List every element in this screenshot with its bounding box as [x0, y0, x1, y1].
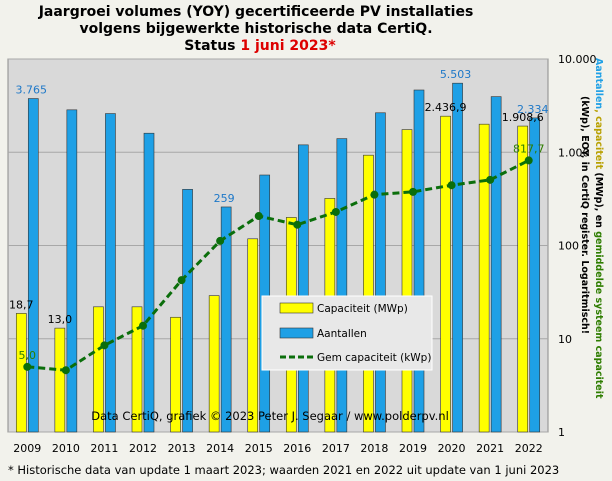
point-avg	[254, 212, 263, 221]
legend-label-count: Aantallen	[317, 328, 367, 340]
chart-credit: Data CertiQ, grafiek © 2023 Peter J. Seg…	[91, 409, 449, 423]
legend-label-capacity: Capaciteit (MWp)	[317, 303, 408, 315]
data-label-capacity: 18,7	[9, 298, 34, 311]
title-status-word: Status	[184, 38, 235, 54]
point-avg	[23, 362, 32, 371]
data-label-avg: 817,7	[513, 142, 545, 155]
bar-count	[66, 109, 78, 433]
x-tick-label: 2020	[438, 442, 466, 455]
ylabel-capaciteit: , capaciteit	[593, 109, 604, 169]
point-avg	[524, 156, 533, 165]
bar-capacity	[247, 238, 259, 433]
data-labels: 18,7 13,0 2.436,9 1.908,6 3.765 259 5.503 2.334…	[9, 68, 548, 362]
bar-count	[297, 144, 309, 433]
bar-capacity	[54, 327, 66, 433]
bar-count	[413, 89, 425, 433]
legend-swatch-capacity	[279, 302, 314, 314]
chart-title-status: Status 1 juni 2023*	[184, 38, 336, 54]
bar-count	[182, 189, 193, 433]
title-status-date: 1 juni 2023*	[240, 38, 336, 54]
data-label-avg: 5,0	[19, 349, 37, 362]
chart-title-line1: Jaargroei volumes (YOY) gecertificeerde …	[38, 4, 474, 20]
point-avg	[177, 276, 186, 285]
data-label-count: 5.503	[440, 68, 472, 81]
bar-capacity	[401, 129, 413, 433]
average-line	[23, 156, 533, 375]
ylabel-line2: (kWp), EOY, in CertiQ register. Logaritm…	[579, 96, 590, 334]
bar-capacity	[517, 125, 529, 433]
y-tick-label: 10.000	[558, 53, 597, 66]
bar-capacity	[440, 115, 451, 433]
x-tick-label: 2022	[515, 442, 543, 455]
x-tick-label: 2015	[245, 442, 273, 455]
point-avg	[216, 236, 225, 245]
y-tick-label: 1.000	[558, 146, 590, 159]
point-avg	[293, 220, 302, 229]
bar-count	[529, 117, 541, 433]
x-tick-label: 2021	[476, 442, 504, 455]
data-label-capacity: 2.436,9	[425, 101, 467, 114]
data-label-count: 259	[214, 192, 235, 205]
bar-capacity	[15, 313, 27, 433]
x-tick-label: 2013	[168, 442, 196, 455]
x-tick-label: 2016	[283, 442, 311, 455]
point-avg	[486, 175, 495, 184]
axis-ticks: 1 10 100 1.000 10.000 2009 2010 2011 2012 2013 201…	[13, 53, 596, 455]
y-tick-label: 1	[558, 426, 565, 439]
x-tick-label: 2014	[206, 442, 234, 455]
bar-capacity	[170, 316, 181, 433]
data-label-capacity: 13,0	[48, 313, 73, 326]
ylabel-mwp: (MWp), en	[593, 172, 604, 228]
point-avg	[409, 187, 417, 196]
line-series-avg	[27, 159, 530, 372]
bar-capacity	[131, 306, 143, 433]
point-avg	[447, 181, 456, 190]
x-tick-label: 2018	[360, 442, 388, 455]
point-avg	[370, 190, 379, 199]
bar-count	[143, 132, 155, 433]
x-tick-label: 2012	[129, 442, 157, 455]
bar-capacity	[478, 123, 490, 433]
x-tick-label: 2019	[399, 442, 427, 455]
bar-count	[220, 206, 232, 433]
legend-swatch-count	[279, 327, 314, 339]
ylabel-gemiddelde: gemiddelde systeem capaciteit	[593, 231, 604, 399]
bar-count	[452, 82, 463, 433]
bar-count	[336, 138, 348, 433]
bar-capacity	[93, 306, 104, 433]
chart-title-line2: volgens bijgewerkte historische data Cer…	[79, 21, 432, 37]
bar-count	[27, 98, 39, 433]
x-tick-label: 2009	[13, 442, 41, 455]
x-tick-label: 2017	[322, 442, 350, 455]
svg-text:Aantallen, capaciteit (MWp), e: Aantallen, capaciteit (MWp), en gemiddel…	[593, 58, 604, 399]
bar-count	[375, 112, 386, 433]
y-tick-label: 10	[558, 333, 572, 346]
point-avg	[100, 341, 109, 350]
y-tick-label: 100	[558, 240, 579, 253]
chart-footnote: * Historische data van update 1 maart 20…	[8, 463, 559, 477]
data-label-count: 3.765	[16, 84, 48, 97]
legend: Capaciteit (MWp) Aantallen Gem capacitei…	[261, 295, 433, 371]
point-avg	[331, 207, 340, 216]
bar-count	[490, 96, 502, 433]
data-label-capacity: 1.908,6	[502, 111, 544, 124]
x-tick-label: 2011	[90, 442, 118, 455]
data-label-count: 2.334	[517, 103, 549, 116]
legend-label-avg: Gem capaciteit (kWp)	[317, 352, 431, 364]
bar-capacity	[363, 154, 374, 433]
point-avg	[61, 366, 70, 375]
y-axis-label-line1: Aantallen, capaciteit (MWp), en gemiddel…	[593, 58, 604, 399]
y-axis-label-line2: (kWp), EOY, in CertiQ register. Logaritm…	[579, 96, 590, 334]
x-tick-label: 2010	[52, 442, 80, 455]
bar-count	[105, 113, 116, 433]
ylabel-aantallen: Aantallen	[593, 58, 604, 109]
bar-capacity	[208, 295, 220, 433]
point-avg	[139, 321, 147, 330]
